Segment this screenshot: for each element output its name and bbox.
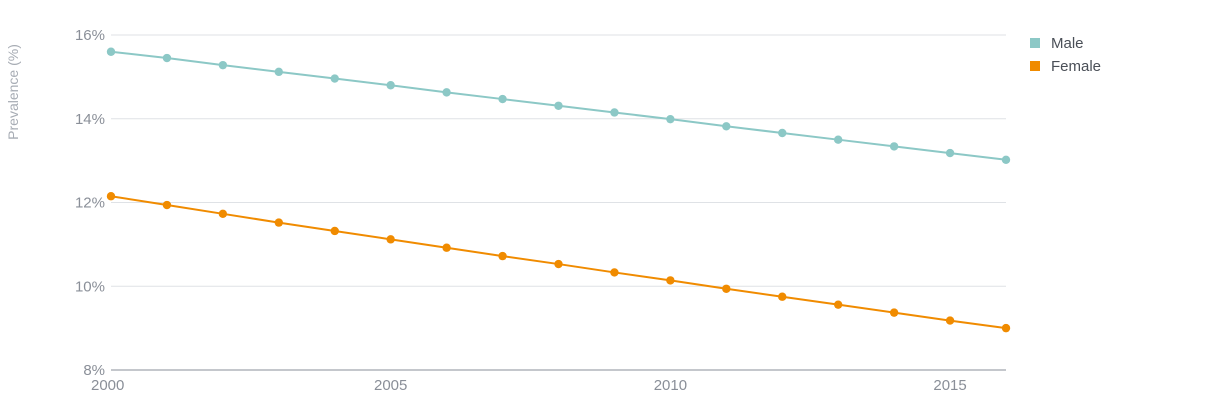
data-point-female[interactable] xyxy=(330,226,339,236)
legend: Male Female xyxy=(1030,35,1101,75)
data-point-male[interactable] xyxy=(554,101,563,110)
x-axis: 2000 2005 2010 2015 xyxy=(91,377,967,394)
x-tick-label: 2010 xyxy=(654,377,687,394)
data-point-male[interactable] xyxy=(274,67,284,77)
data-point-female[interactable] xyxy=(945,316,955,325)
y-tick-label: 8% xyxy=(83,362,105,379)
data-point-female[interactable] xyxy=(386,235,395,244)
data-point-male[interactable] xyxy=(218,60,228,70)
y-tick-label: 12% xyxy=(75,195,105,212)
data-point-female[interactable] xyxy=(666,276,675,285)
data-point-female[interactable] xyxy=(218,209,228,219)
legend-item-male[interactable]: Male xyxy=(1030,35,1084,52)
legend-label: Female xyxy=(1051,58,1101,75)
data-point-female[interactable] xyxy=(778,292,787,301)
data-point-female[interactable] xyxy=(498,251,507,261)
data-point-female[interactable] xyxy=(1001,323,1011,333)
data-point-male[interactable] xyxy=(330,74,339,83)
data-point-male[interactable] xyxy=(498,94,507,104)
data-point-female[interactable] xyxy=(610,268,619,277)
data-point-male[interactable] xyxy=(442,88,451,97)
data-point-male[interactable] xyxy=(386,81,395,90)
data-point-male[interactable] xyxy=(666,114,675,124)
y-axis: 8% 10% 12% 14% 16% xyxy=(75,27,105,379)
data-point-male[interactable] xyxy=(945,148,955,158)
y-tick-label: 16% xyxy=(75,27,105,44)
data-point-male[interactable] xyxy=(106,47,116,56)
data-point-female[interactable] xyxy=(722,284,731,293)
legend-swatch xyxy=(1030,38,1040,48)
gridlines xyxy=(111,34,1006,371)
y-axis-title: Prevalence (%) xyxy=(5,44,21,140)
data-point-male[interactable] xyxy=(778,128,787,138)
data-point-female[interactable] xyxy=(833,300,843,309)
data-point-female[interactable] xyxy=(106,192,116,201)
data-point-male[interactable] xyxy=(162,53,172,63)
data-point-male[interactable] xyxy=(833,135,843,144)
data-point-female[interactable] xyxy=(442,243,451,252)
data-point-female[interactable] xyxy=(889,308,899,317)
data-point-male[interactable] xyxy=(610,108,619,117)
series-male xyxy=(106,47,1011,164)
legend-swatch xyxy=(1030,61,1040,71)
data-point-male[interactable] xyxy=(722,122,731,131)
legend-label: Male xyxy=(1051,35,1084,52)
series-layer xyxy=(106,47,1011,333)
data-point-female[interactable] xyxy=(554,259,563,269)
y-tick-label: 14% xyxy=(75,111,105,128)
x-tick-label: 2015 xyxy=(933,377,966,394)
legend-item-female[interactable]: Female xyxy=(1030,58,1101,75)
x-tick-label: 2000 xyxy=(91,377,124,394)
data-point-male[interactable] xyxy=(889,142,899,151)
x-tick-label: 2005 xyxy=(374,377,407,394)
data-point-male[interactable] xyxy=(1001,155,1011,164)
y-tick-label: 10% xyxy=(75,278,105,295)
series-female xyxy=(106,192,1011,333)
data-point-female[interactable] xyxy=(162,200,172,210)
data-point-female[interactable] xyxy=(274,218,284,227)
